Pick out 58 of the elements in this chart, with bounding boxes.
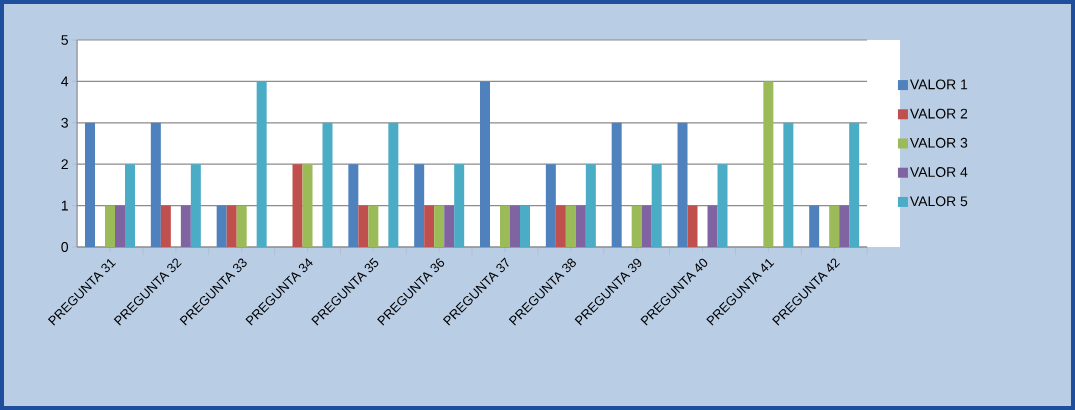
bar	[520, 205, 531, 247]
bar	[85, 122, 96, 247]
bar	[500, 205, 511, 247]
bar	[783, 122, 794, 247]
bar	[545, 164, 556, 247]
bar	[414, 164, 425, 247]
y-tick-label: 2	[61, 159, 68, 170]
bar	[180, 205, 191, 247]
bar	[216, 205, 227, 247]
y-tick-label: 5	[61, 35, 68, 45]
bar	[256, 81, 267, 247]
bar	[444, 205, 455, 247]
bar	[368, 205, 379, 247]
bar	[302, 164, 313, 247]
bar	[677, 122, 688, 247]
y-tick-label: 3	[61, 117, 68, 128]
bar	[160, 205, 171, 247]
bar	[480, 81, 491, 247]
bar	[322, 122, 333, 247]
bar	[150, 122, 161, 247]
bar	[687, 205, 698, 247]
legend-label: VALOR 1	[910, 79, 968, 90]
bar	[348, 164, 359, 247]
y-tick-label: 0	[61, 242, 69, 252]
bar	[763, 81, 774, 247]
bar	[115, 205, 126, 247]
bar	[651, 164, 662, 247]
bar	[707, 205, 718, 247]
bar	[555, 205, 566, 247]
bar	[424, 205, 435, 247]
bar	[575, 205, 586, 247]
bar	[631, 205, 642, 247]
bar	[434, 205, 445, 247]
bar	[236, 205, 247, 247]
bar	[829, 205, 840, 247]
bar	[226, 205, 237, 247]
bar	[717, 164, 728, 247]
bar	[585, 164, 596, 247]
legend-label: VALOR 3	[910, 137, 968, 148]
bar	[190, 164, 201, 247]
bar	[125, 164, 136, 247]
bar	[358, 205, 369, 247]
bar	[292, 164, 303, 247]
legend-label: VALOR 5	[910, 196, 968, 207]
bar	[388, 122, 399, 247]
bar	[839, 205, 850, 247]
bar	[809, 205, 820, 247]
bar	[849, 122, 860, 247]
bar	[641, 205, 652, 247]
y-tick-label: 4	[61, 76, 69, 87]
bar	[565, 205, 576, 247]
legend-label: VALOR 2	[910, 108, 968, 119]
bar	[454, 164, 465, 247]
y-tick-label: 1	[61, 200, 68, 211]
bar	[105, 205, 116, 247]
bar	[611, 122, 622, 247]
legend-label: VALOR 4	[910, 167, 968, 177]
bar	[510, 205, 521, 247]
